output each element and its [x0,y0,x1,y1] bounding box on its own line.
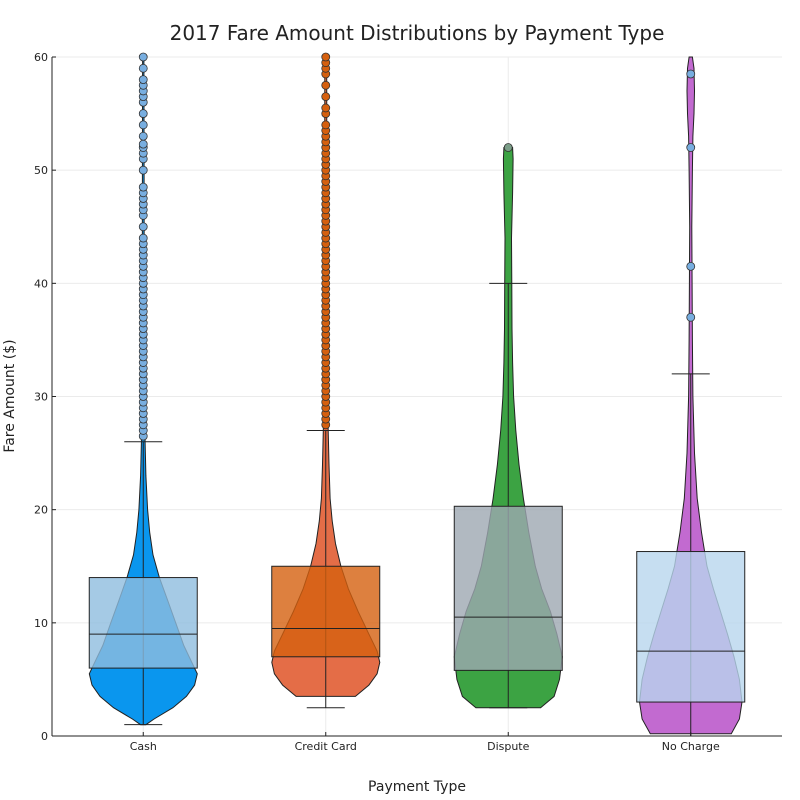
outlier-point [686,143,696,152]
y-tick-label: 40 [34,277,48,290]
outlier-point [503,143,513,152]
axes: 0 10 20 30 40 50 60 Cash Credit Card Dispute No Ch… [34,51,782,753]
outlier-point [138,139,148,149]
group-credit-card [271,52,381,709]
outlier-point [138,233,148,243]
x-tick-label: Credit Card [295,740,357,753]
y-tick-label: 30 [34,391,48,404]
plot-area [88,52,746,737]
outlier-point [321,52,331,62]
outlier-point [138,52,148,62]
y-tick-label: 0 [41,730,48,743]
group-cash [88,52,198,726]
outlier-point [321,80,331,90]
outlier-point [138,109,148,118]
chart-title: 2017 Fare Amount Distributions by Paymen… [170,21,665,45]
outlier-point [138,131,148,141]
x-tick-label: No Charge [662,740,720,753]
outlier-point [686,69,696,79]
outlier-point [321,120,331,130]
outlier-point [686,312,696,322]
y-tick-label: 50 [34,164,48,177]
group-no-charge [636,56,746,737]
x-tick-label: Cash [130,740,157,753]
group-dispute [453,143,563,709]
outlier-point [686,261,696,271]
x-axis-label: Payment Type [368,779,466,795]
x-tick-label: Dispute [487,740,530,753]
box [88,577,198,669]
box [271,565,381,658]
outlier-point [321,92,331,102]
box [453,505,563,671]
y-tick-label: 60 [34,51,48,64]
outlier-point [138,222,148,232]
box [636,551,746,703]
outlier-point [138,182,148,192]
y-tick-label: 20 [34,504,48,517]
outlier-point [138,75,148,85]
y-tick-label: 10 [34,617,48,630]
outlier-point [138,63,148,73]
outlier-point [138,165,148,175]
outlier-point [138,120,148,130]
outlier-point [321,103,331,113]
y-axis-label: Fare Amount ($) [2,339,18,452]
